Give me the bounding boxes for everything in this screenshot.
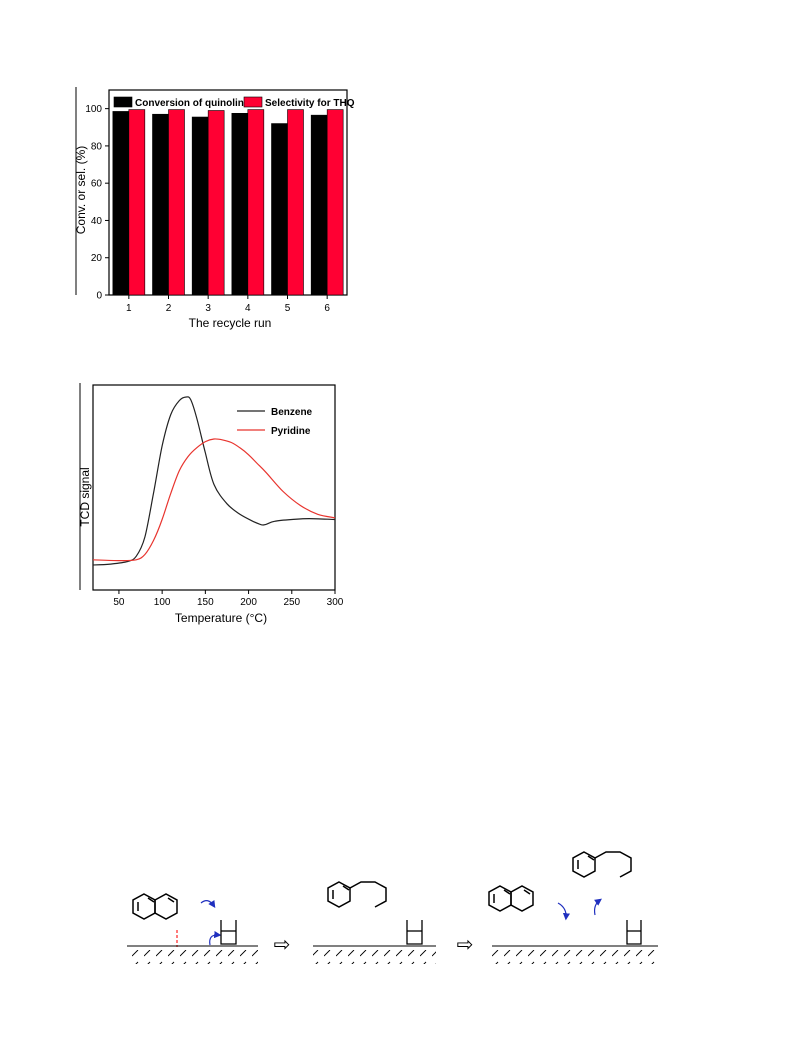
quinoline-molecule	[488, 885, 534, 912]
bar-selectivity-run-2	[168, 109, 185, 296]
bar-selectivity-run-4	[247, 109, 265, 296]
bar-selectivity-run-3	[207, 110, 225, 296]
step-arrow-icon: ⇨	[274, 934, 291, 956]
x-tick-label: 4	[245, 303, 251, 314]
scheme-step-3	[488, 851, 658, 964]
reaction-scheme: ⇨ ⇨	[127, 851, 658, 964]
scheme-step-2	[313, 881, 436, 964]
bar-conversion-run-2	[152, 113, 169, 296]
legend-swatch-conversion	[113, 96, 133, 108]
tpd-line-chart: 50 100 150 200 250 300 Benzene Pyridine Tempe…	[78, 383, 344, 625]
bar-conversion-run-1	[112, 111, 130, 296]
y-tick-label: 100	[85, 104, 102, 115]
x-tick-label: 100	[154, 597, 171, 608]
x-tick-label: 250	[283, 597, 300, 608]
chart-legend: Conversion of quinoline Selectivity for …	[113, 96, 355, 109]
tetrahydroquinoline-molecule	[572, 851, 632, 878]
x-tick-label: 2	[166, 303, 172, 314]
legend-label-pyridine: Pyridine	[271, 426, 311, 437]
y-axis-title: Conv. or sel. (%)	[74, 146, 88, 234]
y-tick-label: 40	[91, 216, 103, 227]
catalyst-surface-hatch	[127, 950, 258, 964]
x-tick-label: 200	[240, 597, 257, 608]
bar-conversion-run-6	[310, 114, 328, 296]
y-axis-title: TCD signal	[78, 467, 92, 526]
chart-legend: Benzene Pyridine	[237, 407, 313, 437]
series-line-pyridine	[92, 438, 336, 562]
x-tick-label: 1	[126, 303, 132, 314]
recycle-bar-chart: 0 20 40 60 80 100 1 2 3 4 5 6 Conversion of quinol…	[74, 87, 355, 330]
curved-arrow-icon	[557, 902, 571, 921]
curved-arrow-icon	[209, 930, 222, 946]
x-tick-label: 6	[324, 303, 330, 314]
x-tick-label: 300	[327, 597, 344, 608]
catalyst-surface-hatch	[492, 950, 658, 964]
tetrahydroquinoline-molecule	[327, 881, 387, 908]
bar-conversion-run-4	[231, 112, 249, 296]
series-line-benzene	[92, 396, 336, 566]
y-tick-label: 0	[96, 291, 102, 302]
catalyst-surface-hatch	[313, 950, 436, 964]
step-arrow-icon: ⇨	[457, 934, 474, 956]
legend-label-selectivity: Selectivity for THQ	[265, 98, 355, 109]
bar-selectivity-run-5	[287, 109, 304, 296]
curved-arrow-icon	[593, 898, 602, 916]
curved-arrow-icon	[200, 900, 216, 908]
x-tick-label: 5	[285, 303, 291, 314]
x-axis-title: Temperature (°C)	[175, 611, 267, 625]
plot-frame	[92, 384, 336, 591]
x-tick-label: 3	[205, 303, 211, 314]
scheme-step-1	[127, 893, 258, 964]
surface-site-beaker	[406, 920, 423, 945]
plot-frame	[108, 89, 348, 296]
x-tick-label: 50	[113, 597, 125, 608]
y-tick-label: 80	[91, 141, 103, 152]
x-tick-label: 150	[197, 597, 214, 608]
quinoline-molecule	[132, 893, 178, 920]
x-axis-title: The recycle run	[189, 316, 272, 330]
bar-selectivity-run-1	[128, 109, 146, 296]
legend-label-benzene: Benzene	[271, 407, 313, 418]
surface-site-beaker	[220, 920, 237, 945]
legend-label-conversion: Conversion of quinoline	[135, 98, 250, 109]
bar-conversion-run-3	[191, 116, 209, 296]
bar-selectivity-run-6	[326, 109, 344, 296]
legend-swatch-selectivity	[243, 96, 263, 108]
y-tick-label: 20	[91, 253, 103, 264]
y-tick-label: 60	[91, 179, 103, 190]
surface-site-beaker	[626, 920, 642, 945]
bar-conversion-run-5	[271, 123, 288, 296]
